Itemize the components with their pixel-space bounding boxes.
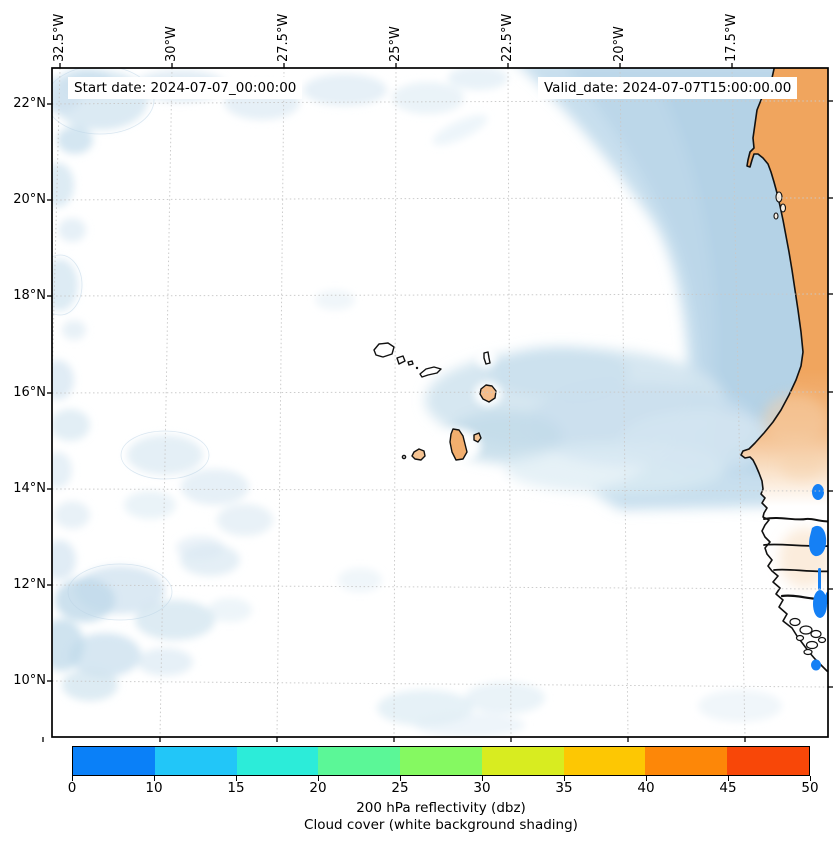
start-date-label: Start date: 2024-07-07_00:00:00 (68, 77, 303, 99)
x-tick-label: 20°W (612, 26, 627, 62)
colorbar-tick (563, 776, 565, 781)
colorbar-segment (236, 747, 319, 775)
map-frame (51, 67, 829, 738)
colorbar-segment (563, 747, 646, 775)
colorbar-tick-label: 30 (473, 780, 491, 796)
axis-ticks (42, 63, 833, 742)
colorbar-segment (645, 747, 728, 775)
colorbar-tick-label: 40 (637, 780, 655, 796)
x-tick-label: 22.5°W (500, 13, 515, 62)
colorbar-tick (481, 776, 483, 781)
y-tick-label: 12°N (13, 577, 46, 592)
colorbar-segment (481, 747, 564, 775)
precipitation-spots (809, 484, 828, 671)
colorbar-tick-label: 10 (145, 780, 163, 796)
x-tick-label: 32.5°W (52, 13, 67, 62)
colorbar-tick (399, 776, 401, 781)
y-tick-label: 14°N (13, 481, 46, 496)
cloud-shading-layer (52, 68, 828, 737)
cape-verde-islands (373, 342, 497, 461)
colorbar-tick-label: 35 (555, 780, 573, 796)
y-tick-label: 16°N (13, 385, 46, 400)
y-tick-label: 20°N (13, 192, 46, 207)
colorbar-segment (318, 747, 401, 775)
x-tick-label: 17.5°W (724, 13, 739, 62)
x-tick-label: 25°W (388, 26, 403, 62)
colorbar-tick-label: 45 (719, 780, 737, 796)
colorbar-tick (235, 776, 237, 781)
x-tick-label: 30°W (164, 26, 179, 62)
colorbar-segment (73, 747, 155, 775)
y-tick-label: 22°N (13, 96, 46, 111)
colorbar-tick (809, 776, 811, 781)
colorbar-segment (154, 747, 237, 775)
gridlines-layer (52, 68, 828, 737)
colorbar (72, 746, 810, 776)
x-tick-label: 27.5°W (276, 13, 291, 62)
colorbar-tick (71, 776, 73, 781)
valid-date-label: Valid_date: 2024-07-07T15:00:00.00 (538, 77, 798, 99)
colorbar-tick (153, 776, 155, 781)
colorbar-tick (317, 776, 319, 781)
colorbar-tick-label: 0 (67, 780, 77, 796)
colorbar-tick (727, 776, 729, 781)
colorbar-tick-label: 50 (801, 780, 819, 796)
colorbar-tick-label: 25 (391, 780, 409, 796)
y-tick-label: 18°N (13, 288, 46, 303)
colorbar-tick-label: 20 (309, 780, 327, 796)
colorbar-tick-label: 15 (227, 780, 245, 796)
bijagos-islands (789, 617, 827, 656)
colorbar-title-line1: 200 hPa reflectivity (dbz) (356, 800, 526, 816)
colorbar-segment (400, 747, 482, 775)
colorbar-title-line2: Cloud cover (white background shading) (304, 817, 578, 833)
y-tick-label: 10°N (13, 673, 46, 688)
colorbar-segment (727, 747, 810, 775)
colorbar-tick (645, 776, 647, 781)
